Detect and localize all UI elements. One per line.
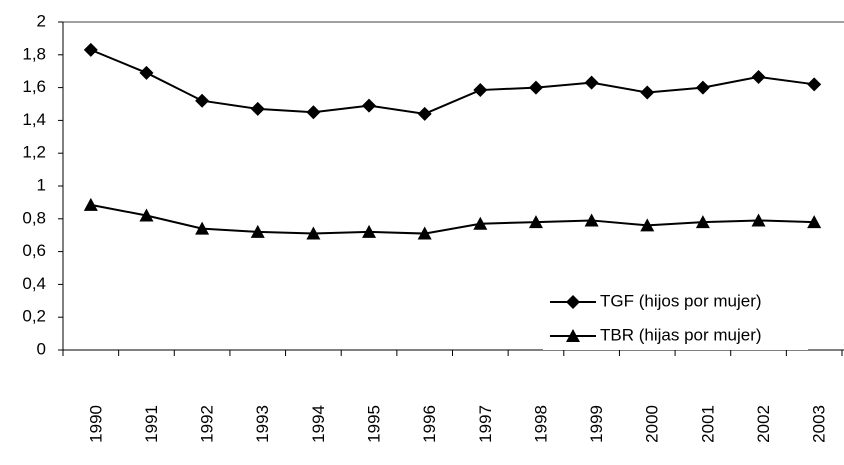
data-point	[250, 224, 265, 238]
y-tick-label: 1	[37, 175, 46, 194]
x-tick-label: 1994	[309, 405, 328, 443]
x-tick-label: 2001	[698, 405, 717, 443]
y-tick-label: 1,2	[22, 143, 46, 162]
data-point	[584, 75, 599, 90]
data-point	[306, 226, 321, 240]
data-point	[362, 98, 377, 113]
data-point	[807, 215, 822, 229]
data-point	[695, 215, 710, 229]
x-tick-label: 1995	[365, 405, 384, 443]
y-tick-label: 1,4	[22, 110, 46, 129]
y-tick-label: 0,6	[22, 241, 46, 260]
y-tick-label: 0	[37, 339, 46, 358]
data-point	[640, 218, 655, 232]
data-point	[695, 80, 710, 95]
data-point	[417, 106, 432, 121]
data-point	[83, 42, 98, 57]
x-tick-label: 1990	[86, 405, 105, 443]
x-tick-label: 1993	[253, 405, 272, 443]
data-point	[83, 197, 98, 211]
y-tick-label: 2	[37, 11, 46, 30]
x-tick-label: 2000	[643, 405, 662, 443]
data-point	[751, 69, 766, 84]
legend-label: TGF (hijos por mujer)	[600, 291, 762, 310]
data-point	[584, 213, 599, 227]
data-point	[807, 77, 822, 92]
data-point	[139, 65, 154, 80]
x-tick-label: 1996	[420, 405, 439, 443]
legend-label: TBR (hijas por mujer)	[600, 325, 762, 344]
data-point	[306, 105, 321, 120]
x-tick-label: 1998	[531, 405, 550, 443]
y-tick-label: 0,4	[22, 274, 46, 293]
data-point	[250, 101, 265, 116]
x-tick-label: 1991	[142, 405, 161, 443]
legend-box	[543, 284, 808, 350]
data-point	[139, 208, 154, 222]
x-tick-label: 1992	[198, 405, 217, 443]
data-point	[362, 224, 377, 238]
x-tick-label: 1997	[476, 405, 495, 443]
series-line	[90, 48, 815, 115]
data-point	[751, 213, 766, 227]
data-point	[195, 221, 210, 235]
x-tick-label: 2002	[754, 405, 773, 443]
data-point	[528, 215, 543, 229]
legend-marker	[566, 329, 580, 342]
y-tick-label: 0,2	[22, 307, 46, 326]
legend-marker	[566, 295, 580, 309]
data-point	[417, 226, 432, 240]
data-point	[528, 80, 543, 95]
data-point	[473, 216, 488, 230]
data-point	[473, 83, 488, 98]
data-point	[640, 85, 655, 100]
series-line	[90, 203, 815, 235]
y-tick-label: 0,8	[22, 208, 46, 227]
x-tick-label: 2003	[810, 405, 829, 443]
data-point	[195, 93, 210, 108]
y-tick-label: 1,8	[22, 44, 46, 63]
y-tick-label: 1,6	[22, 77, 46, 96]
x-tick-label: 1999	[587, 405, 606, 443]
